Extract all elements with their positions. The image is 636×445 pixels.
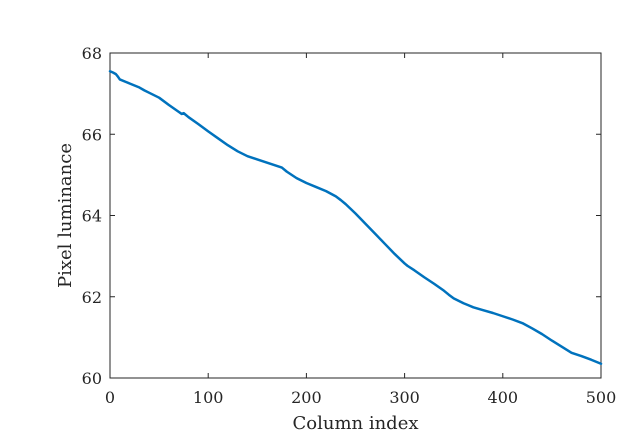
y-tick-label: 60 [82,369,102,388]
x-axis-label: Column index [292,413,418,434]
y-tick-label: 66 [82,125,102,144]
x-tick-label: 400 [488,388,519,407]
y-tick-label: 68 [82,44,102,63]
y-tick-label: 62 [82,288,102,307]
x-tick-labels: 0 100 200 300 400 500 [105,388,616,407]
x-tick-label: 500 [586,388,617,407]
x-tick-label: 0 [105,388,115,407]
series-group [108,70,603,366]
axis-ticks [109,52,602,379]
y-tick-label: 64 [82,207,102,226]
x-tick-label: 200 [291,388,322,407]
plot-area [109,52,602,379]
x-tick-label: 100 [193,388,224,407]
y-tick-labels: 60 62 64 66 68 [82,44,102,388]
y-axis-label: Pixel luminance [55,143,76,288]
series-line [108,70,603,366]
x-tick-label: 300 [389,388,420,407]
